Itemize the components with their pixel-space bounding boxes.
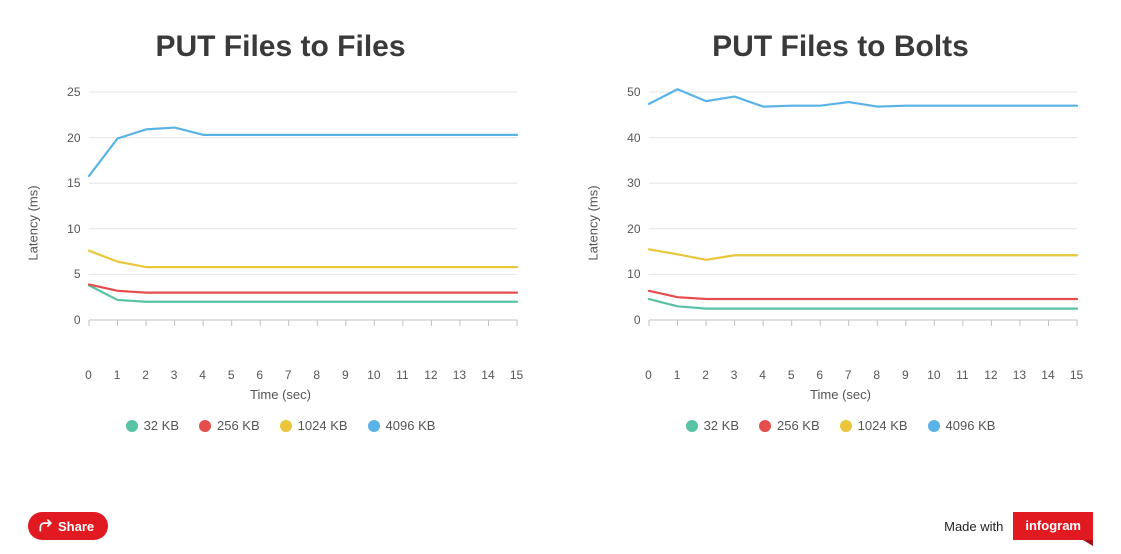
page-root: PUT Files to Files0510152025012345678910… [0, 0, 1121, 554]
y-tick-label: 25 [55, 85, 81, 99]
legend-label: 4096 KB [386, 418, 436, 433]
series-line [89, 128, 517, 176]
y-tick-label: 20 [55, 131, 81, 145]
x-tick-label: 6 [256, 368, 263, 382]
made-with-block: Made with infogram [944, 512, 1093, 540]
x-tick-label: 8 [313, 368, 320, 382]
share-button[interactable]: Share [28, 512, 108, 540]
legend-item[interactable]: 1024 KB [280, 418, 348, 433]
x-tick-label: 9 [342, 368, 349, 382]
plot-frame: 010203040500123456789101112131415Latency… [601, 88, 1081, 358]
legend-item[interactable]: 1024 KB [840, 418, 908, 433]
x-tick-label: 2 [142, 368, 149, 382]
legend-dot-icon [199, 420, 211, 432]
plot-svg [601, 88, 1081, 358]
x-tick-label: 15 [510, 368, 523, 382]
legend-item[interactable]: 256 KB [199, 418, 260, 433]
y-tick-label: 10 [615, 267, 641, 281]
chart-title: PUT Files to Bolts [712, 30, 969, 64]
share-button-label: Share [58, 519, 94, 534]
legend-item[interactable]: 256 KB [759, 418, 820, 433]
legend-item[interactable]: 4096 KB [368, 418, 436, 433]
legend-item[interactable]: 32 KB [686, 418, 739, 433]
made-with-label: Made with [944, 519, 1003, 534]
legend-label: 256 KB [217, 418, 260, 433]
y-tick-label: 20 [615, 222, 641, 236]
y-tick-label: 10 [55, 222, 81, 236]
x-tick-label: 1 [674, 368, 681, 382]
x-tick-label: 11 [396, 368, 408, 382]
x-tick-label: 7 [845, 368, 852, 382]
x-tick-label: 13 [1013, 368, 1026, 382]
y-tick-label: 40 [615, 131, 641, 145]
brand-label: infogram [1025, 518, 1081, 533]
legend-dot-icon [686, 420, 698, 432]
plot-frame: 05101520250123456789101112131415Latency … [41, 88, 521, 358]
legend-item[interactable]: 32 KB [126, 418, 179, 433]
y-tick-label: 15 [55, 176, 81, 190]
y-axis-label: Latency (ms) [25, 185, 40, 260]
x-tick-label: 8 [873, 368, 880, 382]
chart-panel-0: PUT Files to Files0510152025012345678910… [21, 20, 541, 433]
x-tick-label: 9 [902, 368, 909, 382]
share-icon [38, 519, 52, 533]
legend-dot-icon [280, 420, 292, 432]
x-tick-label: 3 [171, 368, 178, 382]
legend-dot-icon [928, 420, 940, 432]
series-line [649, 249, 1077, 259]
x-axis-label: Time (sec) [250, 387, 311, 402]
chart-title: PUT Files to Files [155, 30, 405, 64]
y-tick-label: 5 [55, 267, 81, 281]
legend-dot-icon [368, 420, 380, 432]
x-tick-label: 4 [759, 368, 766, 382]
x-tick-label: 14 [481, 368, 494, 382]
x-axis-label: Time (sec) [810, 387, 871, 402]
y-tick-label: 50 [615, 85, 641, 99]
charts-row: PUT Files to Files0510152025012345678910… [0, 0, 1121, 433]
x-tick-label: 13 [453, 368, 466, 382]
series-line [89, 284, 517, 292]
plot-svg [41, 88, 521, 358]
x-tick-label: 1 [114, 368, 121, 382]
x-tick-label: 3 [731, 368, 738, 382]
x-tick-label: 5 [228, 368, 235, 382]
series-line [89, 251, 517, 267]
footer-bar: Share Made with infogram [0, 512, 1121, 540]
x-tick-label: 10 [367, 368, 380, 382]
brand-badge[interactable]: infogram [1013, 512, 1093, 540]
x-tick-label: 2 [702, 368, 709, 382]
x-tick-label: 10 [927, 368, 940, 382]
legend-label: 1024 KB [858, 418, 908, 433]
x-tick-label: 0 [645, 368, 652, 382]
legend-label: 4096 KB [946, 418, 996, 433]
legend-label: 256 KB [777, 418, 820, 433]
y-axis-label: Latency (ms) [585, 185, 600, 260]
legend-dot-icon [126, 420, 138, 432]
x-tick-label: 15 [1070, 368, 1083, 382]
chart-panel-1: PUT Files to Bolts0102030405001234567891… [581, 20, 1101, 433]
x-tick-label: 14 [1041, 368, 1054, 382]
x-tick-label: 0 [85, 368, 92, 382]
legend-row: 32 KB 256 KB 1024 KB 4096 KB [126, 418, 436, 433]
x-tick-label: 12 [424, 368, 437, 382]
legend-item[interactable]: 4096 KB [928, 418, 996, 433]
x-tick-label: 5 [788, 368, 795, 382]
series-line [649, 299, 1077, 309]
y-tick-label: 30 [615, 176, 641, 190]
x-tick-label: 12 [984, 368, 997, 382]
legend-dot-icon [840, 420, 852, 432]
legend-dot-icon [759, 420, 771, 432]
legend-label: 32 KB [144, 418, 179, 433]
legend-row: 32 KB 256 KB 1024 KB 4096 KB [686, 418, 996, 433]
x-tick-label: 11 [956, 368, 968, 382]
x-tick-label: 4 [199, 368, 206, 382]
y-tick-label: 0 [55, 313, 81, 327]
x-tick-label: 7 [285, 368, 292, 382]
legend-label: 32 KB [704, 418, 739, 433]
x-tick-label: 6 [816, 368, 823, 382]
y-tick-label: 0 [615, 313, 641, 327]
legend-label: 1024 KB [298, 418, 348, 433]
series-line [649, 291, 1077, 299]
